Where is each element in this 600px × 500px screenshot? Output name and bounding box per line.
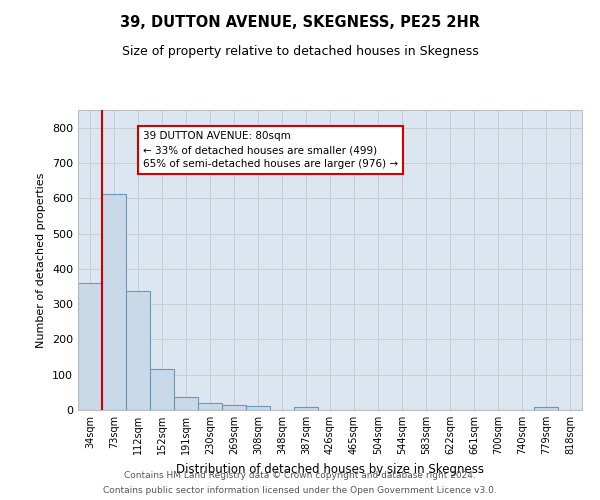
Bar xyxy=(126,292,150,410)
Y-axis label: Number of detached properties: Number of detached properties xyxy=(37,172,46,348)
Bar xyxy=(174,398,198,410)
Bar xyxy=(534,407,558,410)
Bar xyxy=(102,194,126,410)
Bar xyxy=(198,403,222,410)
Text: Contains public sector information licensed under the Open Government Licence v3: Contains public sector information licen… xyxy=(103,486,497,495)
Text: 39 DUTTON AVENUE: 80sqm
← 33% of detached houses are smaller (499)
65% of semi-d: 39 DUTTON AVENUE: 80sqm ← 33% of detache… xyxy=(143,131,398,169)
Text: 39, DUTTON AVENUE, SKEGNESS, PE25 2HR: 39, DUTTON AVENUE, SKEGNESS, PE25 2HR xyxy=(120,15,480,30)
Bar xyxy=(222,404,246,410)
Text: Size of property relative to detached houses in Skegness: Size of property relative to detached ho… xyxy=(122,45,478,58)
Bar xyxy=(294,407,318,410)
Bar xyxy=(246,406,270,410)
X-axis label: Distribution of detached houses by size in Skegness: Distribution of detached houses by size … xyxy=(176,462,484,475)
Bar xyxy=(150,370,174,410)
Text: Contains HM Land Registry data © Crown copyright and database right 2024.: Contains HM Land Registry data © Crown c… xyxy=(124,471,476,480)
Bar xyxy=(78,283,102,410)
